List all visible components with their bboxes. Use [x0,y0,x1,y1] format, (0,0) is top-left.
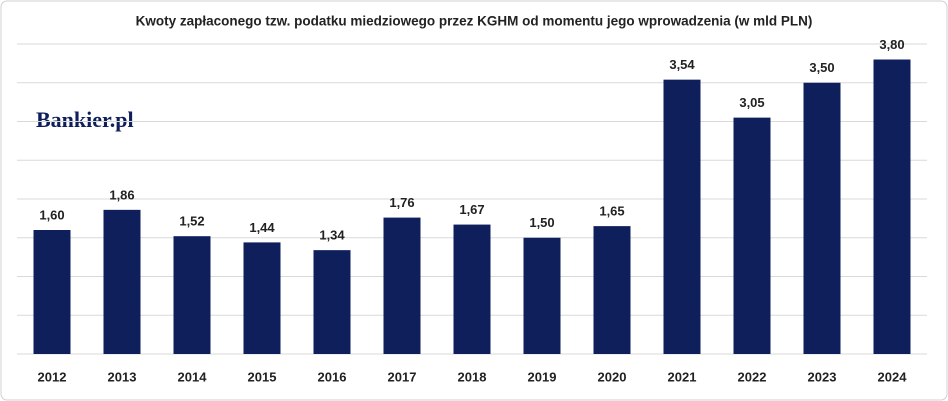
bar [453,224,491,354]
bar [593,226,631,354]
bar [243,242,281,354]
x-tick-label: 2014 [178,369,208,384]
x-tick-label: 2015 [248,369,277,384]
x-tick-label: 2016 [318,369,347,384]
chart-title: Kwoty zapłaconego tzw. podatku miedziowe… [136,14,813,29]
value-label: 1,50 [529,215,554,230]
bar [383,217,421,354]
x-tick-label: 2023 [808,369,837,384]
bar [523,237,561,354]
value-label: 3,50 [809,60,834,75]
value-label: 1,86 [109,187,134,202]
value-label: 1,65 [599,204,624,219]
value-label: 1,44 [249,220,275,235]
value-label: 3,54 [669,57,695,72]
value-label: 1,76 [389,195,414,210]
bar [313,250,351,354]
value-label: 1,34 [319,228,345,243]
x-tick-label: 2021 [668,369,697,384]
bar [33,230,71,354]
bar [663,79,701,355]
x-tick-label: 2017 [388,369,417,384]
logo: Bankier.pl [36,107,134,132]
bar [173,236,211,354]
bar [103,209,141,354]
value-label: 1,52 [179,214,204,229]
bar [733,117,771,354]
bar [803,82,841,354]
x-tick-label: 2013 [108,369,137,384]
x-tick-label: 2020 [598,369,627,384]
x-tick-label: 2012 [38,369,67,384]
value-label: 1,67 [459,202,484,217]
x-tick-label: 2019 [528,369,557,384]
x-tick-label: 2024 [878,369,908,384]
value-label: 3,80 [879,37,904,52]
bar [873,59,911,354]
x-tick-label: 2018 [458,369,487,384]
x-tick-label: 2022 [738,369,767,384]
value-label: 3,05 [739,95,764,110]
value-label: 1,60 [39,207,64,222]
